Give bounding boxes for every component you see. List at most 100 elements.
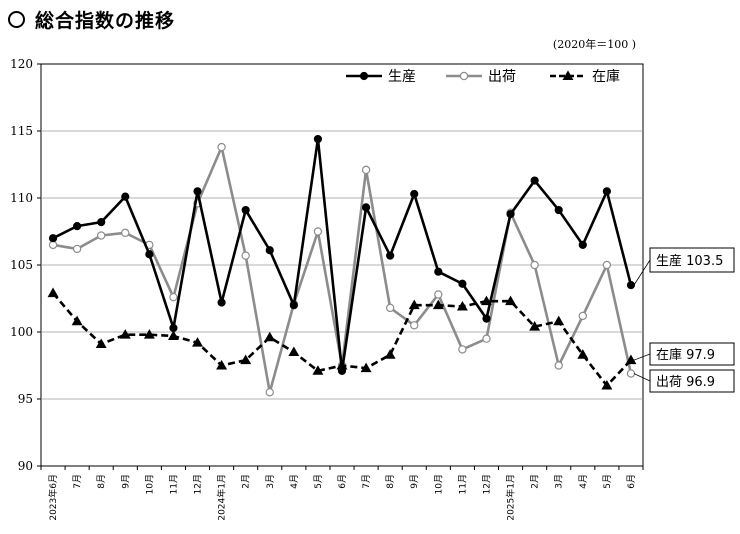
data-point bbox=[359, 71, 369, 81]
data-point bbox=[410, 321, 419, 330]
x-tick-label: 10月 bbox=[433, 474, 444, 494]
data-point bbox=[71, 315, 83, 326]
data-point bbox=[456, 300, 468, 311]
data-point bbox=[337, 366, 347, 375]
data-point bbox=[505, 295, 517, 306]
data-point bbox=[459, 71, 469, 81]
x-tick-label: 2023年6月 bbox=[47, 474, 59, 521]
x-tick-label: 6月 bbox=[626, 474, 637, 489]
callout-label: 生産 103.5 bbox=[656, 253, 723, 269]
data-point bbox=[289, 301, 298, 310]
data-point bbox=[97, 218, 106, 227]
x-tick-label: 5月 bbox=[602, 474, 613, 489]
x-tick-label: 12月 bbox=[193, 474, 204, 494]
data-point bbox=[432, 299, 444, 310]
data-point bbox=[217, 298, 226, 307]
callout-box bbox=[649, 369, 735, 393]
x-tick-label: 10月 bbox=[144, 474, 155, 494]
data-point bbox=[482, 334, 491, 343]
callout: 出荷 96.9 bbox=[633, 369, 735, 393]
data-point bbox=[529, 321, 541, 331]
data-point bbox=[72, 244, 82, 254]
legend: 生産 出荷 在庫 bbox=[346, 68, 620, 85]
x-tick-label: 9月 bbox=[409, 474, 420, 489]
data-point bbox=[96, 231, 106, 240]
data-point bbox=[530, 260, 539, 270]
data-point bbox=[408, 299, 420, 310]
data-point bbox=[577, 349, 589, 359]
x-tick-label: 8月 bbox=[96, 474, 107, 489]
data-point bbox=[626, 281, 636, 290]
y-tick-label: 90 bbox=[18, 459, 33, 473]
data-point bbox=[216, 359, 228, 370]
x-tick-label: 4月 bbox=[289, 474, 300, 489]
data-point bbox=[241, 205, 250, 215]
series-生産 bbox=[48, 134, 636, 375]
data-point bbox=[361, 165, 371, 175]
data-point bbox=[313, 134, 323, 144]
data-point bbox=[626, 369, 636, 378]
data-point bbox=[481, 295, 492, 306]
data-point bbox=[48, 240, 58, 250]
x-tick-label: 2025年1月 bbox=[505, 474, 517, 521]
data-point bbox=[562, 70, 574, 80]
data-point bbox=[288, 346, 300, 357]
callout-leader bbox=[633, 353, 651, 361]
data-point bbox=[95, 338, 107, 349]
y-tick-label: 100 bbox=[10, 325, 33, 339]
data-point bbox=[121, 228, 130, 238]
x-tick-label: 2月 bbox=[530, 474, 541, 489]
y-tick-label: 105 bbox=[10, 258, 33, 272]
data-point bbox=[361, 203, 371, 212]
data-point bbox=[554, 361, 563, 370]
data-point bbox=[47, 287, 59, 298]
data-point bbox=[121, 192, 130, 201]
data-point bbox=[312, 365, 324, 375]
data-point bbox=[73, 222, 82, 231]
circle-icon bbox=[8, 10, 25, 28]
x-tick-label: 6月 bbox=[337, 474, 348, 489]
data-point bbox=[169, 323, 178, 333]
data-point bbox=[360, 362, 372, 373]
x-tick-label: 11月 bbox=[168, 474, 179, 494]
data-point bbox=[625, 354, 637, 365]
callout: 生産 103.5 bbox=[633, 247, 735, 286]
x-tick-label: 9月 bbox=[120, 474, 131, 489]
x-tick-label: 11月 bbox=[457, 474, 468, 494]
x-tick-label: 4月 bbox=[578, 474, 589, 489]
x-tick-label: 12月 bbox=[481, 474, 492, 494]
data-point bbox=[386, 251, 395, 260]
data-point bbox=[530, 176, 539, 185]
data-point bbox=[313, 227, 323, 236]
data-point bbox=[192, 337, 203, 347]
callout-leader bbox=[633, 259, 651, 286]
data-point bbox=[169, 292, 178, 302]
callout-box bbox=[649, 342, 735, 366]
data-point bbox=[601, 379, 613, 390]
y-tick-label: 120 bbox=[10, 57, 33, 71]
data-point bbox=[143, 329, 155, 339]
data-point bbox=[458, 345, 467, 354]
data-point bbox=[602, 187, 611, 196]
data-point bbox=[193, 187, 202, 196]
data-point bbox=[434, 290, 443, 299]
data-point bbox=[241, 251, 250, 260]
data-point bbox=[578, 311, 588, 321]
data-point bbox=[240, 354, 252, 365]
x-tick-label: 7月 bbox=[72, 474, 83, 489]
data-point bbox=[578, 240, 587, 249]
legend-label: 在庫 bbox=[592, 68, 620, 85]
data-point bbox=[385, 303, 395, 313]
base-year-note: (2020年＝100 ) bbox=[552, 38, 636, 51]
x-tick-label: 3月 bbox=[265, 474, 276, 489]
x-tick-label: 3月 bbox=[554, 474, 565, 489]
data-point bbox=[384, 349, 396, 359]
data-point bbox=[482, 314, 491, 323]
data-point bbox=[554, 205, 563, 215]
legend-label: 出荷 bbox=[488, 69, 516, 85]
x-tick-label: 2月 bbox=[241, 474, 252, 489]
data-point bbox=[434, 267, 443, 276]
legend-label: 生産 bbox=[388, 69, 416, 85]
callout-leader bbox=[633, 373, 651, 382]
